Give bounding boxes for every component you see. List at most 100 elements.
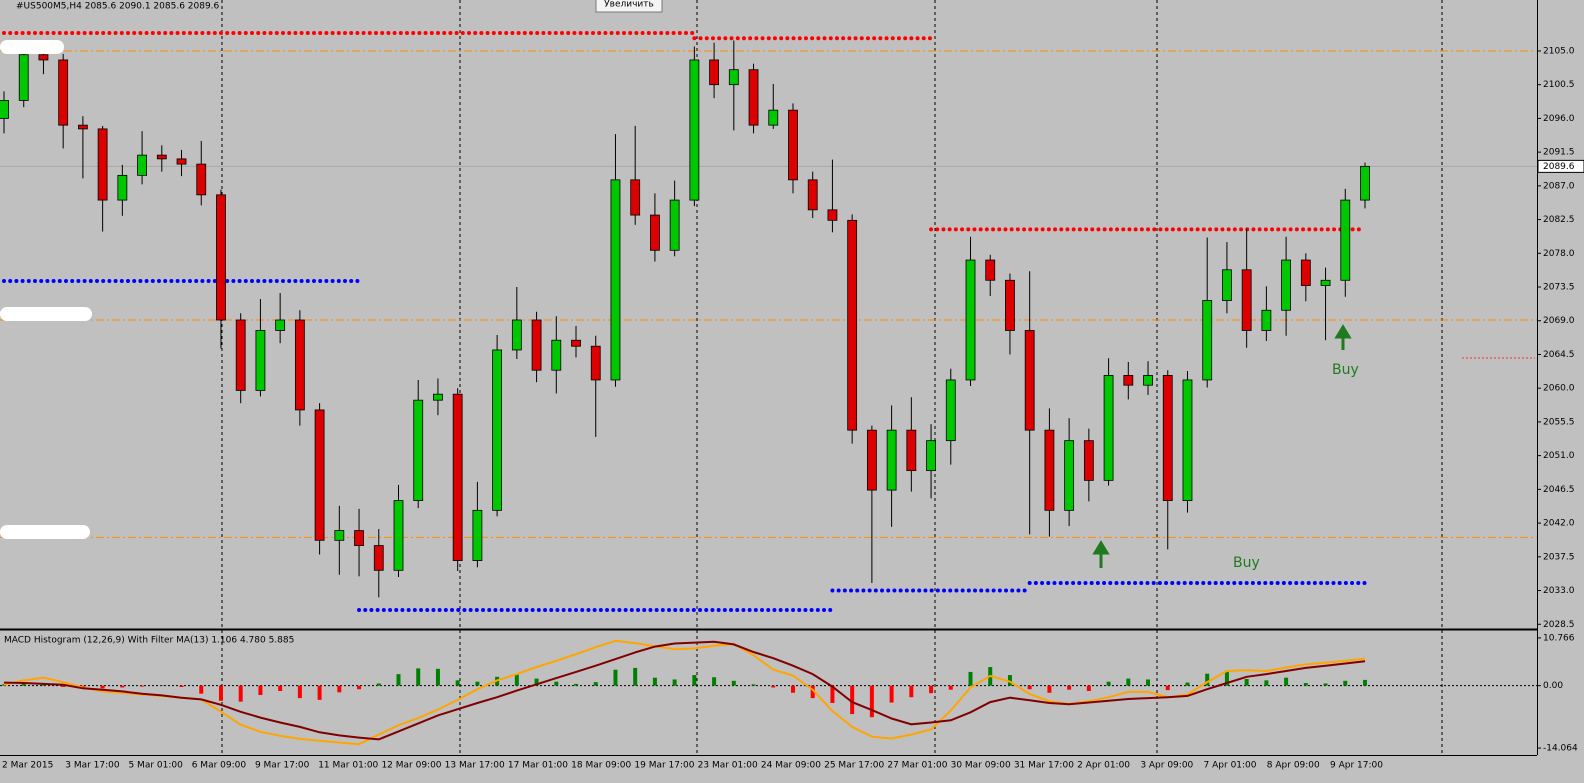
histogram-bar [633,667,638,686]
candle-body [1162,375,1173,502]
candle-body [314,409,325,541]
candle-body [354,530,364,546]
histogram-bar [238,685,243,702]
signal-line [3,640,1366,741]
candle-body [1340,199,1351,281]
candle-body [137,154,147,176]
candle-body [1320,279,1331,286]
zoom-button[interactable] [595,0,663,13]
histogram-bar [672,679,677,686]
x-tick-label: 25 Mar 17:00 [824,761,884,771]
y-tick-label: 2091.5 [1543,148,1575,158]
x-tick-label: 30 Mar 09:00 [951,761,1011,771]
y-tick-label: 2096.0 [1543,114,1575,124]
buy-arrow [1092,540,1110,568]
x-tick-label: 5 Mar 01:00 [128,761,183,771]
histogram-bar [869,685,874,718]
candle-body [1360,165,1370,201]
histogram-bar [258,685,263,695]
candle-body [1182,379,1193,502]
y-tick-label: 2055.5 [1543,417,1575,427]
x-tick-label: 24 Mar 09:00 [761,761,821,771]
candle-body [610,179,621,381]
buy-annotation: Buy [1332,362,1359,378]
masked-label [0,307,92,321]
candle-body [117,174,128,201]
x-tick-label: 2 Apr 01:00 [1077,761,1130,771]
x-tick-label: 2 Mar 2015 [2,761,53,771]
candle-body [630,179,641,216]
candle-body [1123,375,1134,386]
candle-body [1005,279,1015,331]
candle-body [1202,300,1213,381]
candle-body [176,158,187,165]
candle-body [1281,259,1292,311]
histogram-bar [929,685,934,694]
candle-body [492,349,503,511]
last-price-label: 2089.6 [1543,162,1575,172]
candle-body [1103,375,1114,481]
x-tick-label: 31 Mar 17:00 [1014,761,1074,771]
candle-body [275,319,286,331]
candle-body [689,59,700,201]
candle-body [1064,440,1075,511]
histogram-bar [396,674,401,686]
candle-body [156,154,167,160]
y-tick-label: 2105.0 [1543,46,1575,56]
candle-body [531,319,542,371]
candle-body [413,399,424,502]
zoom-button-label[interactable]: Увеличить [604,0,654,10]
x-tick-label: 27 Mar 01:00 [887,761,947,771]
histogram-bar [1284,677,1289,686]
candle-body [847,219,858,431]
x-tick-label: 6 Mar 09:00 [192,761,247,771]
candle-body [1024,330,1035,431]
y-tick-label: -14.064 [1543,744,1578,754]
histogram-bar [1067,685,1072,690]
histogram-bar [613,669,618,686]
fast-line [3,639,1366,746]
y-tick-label: 2033.0 [1543,586,1575,596]
histogram-bar [810,685,815,699]
histogram-bar [514,674,519,686]
x-tick-label: 11 Mar 01:00 [318,761,378,771]
candle-body [945,379,956,442]
x-tick-label: 3 Apr 09:00 [1140,761,1193,771]
histogram-bar [1027,685,1032,690]
histogram-bar [1165,685,1170,691]
histogram-bar [199,685,204,694]
histogram-bar [574,683,579,686]
histogram-bar [475,681,480,686]
candle-body [235,319,246,391]
histogram-bar [416,668,421,686]
x-tick-label: 8 Apr 09:00 [1267,761,1320,771]
histogram-bar [1007,675,1012,686]
candle-body [77,124,88,130]
candle-body [728,69,739,86]
buy-arrow [1334,324,1352,350]
histogram-bar [337,685,342,693]
x-tick-label: 23 Mar 01:00 [698,761,758,771]
histogram-bar [790,685,795,693]
hidden-labels [0,40,92,539]
y-tick-label: 10.766 [1543,633,1575,643]
y-tick-label: 2087.0 [1543,181,1575,191]
histogram-bar [948,685,953,690]
histogram-bar [1363,679,1367,686]
candle-body [1222,269,1232,301]
histogram-bar [1343,680,1348,686]
candle-body [1300,259,1311,286]
histogram-bar [435,668,440,686]
histogram-bar [909,685,914,698]
histogram-bar [278,685,283,691]
histogram-bar [652,677,657,686]
candle-body [669,199,680,251]
histogram-bar [771,685,776,688]
candle-body [551,339,562,371]
histogram-bar [1303,683,1308,686]
histogram-bar [120,685,125,688]
histogram-bar [297,685,302,699]
histogram-bar [1205,673,1210,686]
y-tick-label: 2046.5 [1543,485,1575,495]
